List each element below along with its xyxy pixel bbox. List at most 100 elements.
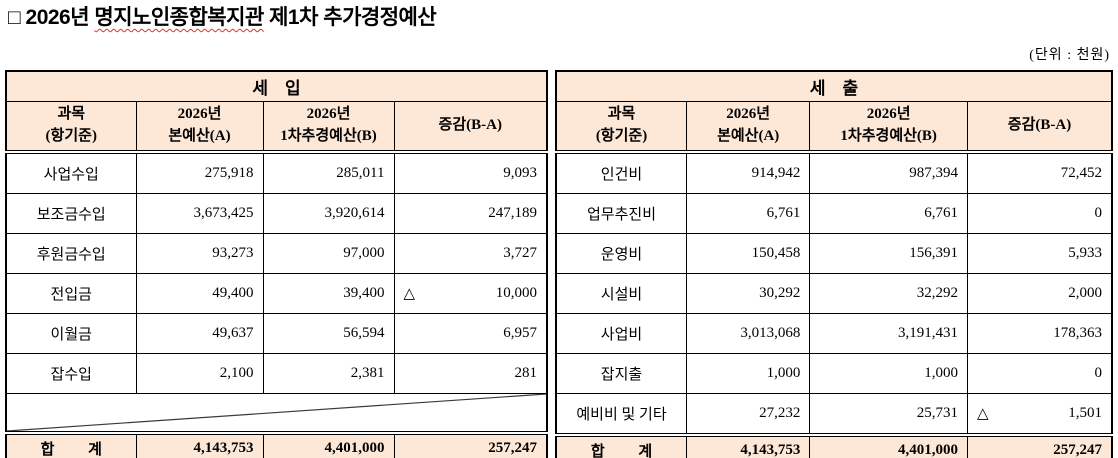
budget-b-cell: 285,011 [262, 151, 395, 194]
account-name-cell: 잡수입 [5, 353, 137, 394]
diff-value: 0 [1094, 365, 1103, 381]
total-diff: 257,247 [393, 431, 548, 458]
budget-a-cell: 49,637 [135, 313, 264, 354]
budget-a-cell: 1,000 [685, 353, 811, 394]
revenue-section-row: 세 입 [5, 70, 548, 102]
diff-value: 72,452 [1060, 165, 1103, 181]
table-row: 인건비 914,942 987,394 72,452 [555, 151, 1113, 194]
account-name-cell: 사업비 [555, 313, 687, 354]
budget-b-cell: 3,191,431 [809, 313, 968, 354]
title-suffix: 제1차 추가경정예산 [263, 6, 437, 29]
expenditure-total-row: 합 계 4,143,753 4,401,000 257,247 [555, 433, 1113, 458]
decrease-triangle: △ [976, 406, 989, 422]
budget-a-cell: 3,013,068 [685, 313, 811, 354]
account-name-cell: 잡지출 [555, 353, 687, 394]
budget-b-cell: 56,594 [262, 313, 395, 354]
expenditure-section-row: 세 출 [555, 70, 1113, 102]
col-header-line: 2026년 [866, 106, 911, 123]
diff-value: 6,957 [503, 325, 538, 341]
diff-cell: 247,189 [393, 193, 548, 234]
budget-a-cell: 3,673,425 [135, 193, 264, 234]
expenditure-table: 세 출 과목 (항기준) 2026년 본예산(A) 2026년 1차추경예산(B) 증… [555, 70, 1114, 458]
budget-a-cell: 914,942 [685, 151, 811, 194]
col-header-budget-b: 2026년 1차추경예산(B) [262, 101, 395, 154]
account-name-cell: 인건비 [555, 151, 687, 194]
diff-cell: 0 [966, 353, 1113, 394]
table-row: 사업수입 275,918 285,011 9,093 [5, 151, 548, 194]
account-name-cell: 보조금수입 [5, 193, 137, 234]
table-row: 전입금 49,400 39,400 △ 10,000 [5, 273, 548, 314]
expenditure-header-row: 과목 (항기준) 2026년 본예산(A) 2026년 1차추경예산(B) 증감(B-… [555, 101, 1113, 154]
budget-a-cell: 93,273 [135, 233, 264, 274]
diff-cell: △ 1,501 [966, 393, 1113, 436]
budget-tables: 세 입 과목 (항기준) 2026년 본예산(A) 2026년 1차추경예산(B) 증… [5, 70, 1114, 458]
col-header-line: 본예산(A) [168, 128, 231, 144]
budget-a-cell: 2,100 [135, 353, 264, 394]
account-name-cell: 예비비 및 기타 [555, 393, 687, 436]
table-row: 잡수입 2,100 2,381 281 [5, 353, 548, 394]
budget-b-cell: 25,731 [809, 393, 968, 436]
budget-a-cell: 49,400 [135, 273, 264, 314]
budget-b-cell: 39,400 [262, 273, 395, 314]
account-name-cell: 운영비 [555, 233, 687, 274]
unit-label: (단위 : 천원) [1029, 48, 1110, 63]
budget-b-cell: 156,391 [809, 233, 968, 274]
diff-cell: 9,093 [393, 151, 548, 194]
diff-value: 178,363 [1053, 325, 1103, 341]
col-header-line: 증감(B-A) [1007, 117, 1072, 134]
diff-cell: 6,957 [393, 313, 548, 354]
diff-value: 0 [1094, 205, 1103, 221]
col-header-line: (항기준) [45, 128, 97, 144]
col-header-line: 1차추경예산(B) [840, 128, 937, 144]
page-title: □ 2026년 명지노인종합복지관 제1차 추가경정예산 [8, 1, 437, 31]
total-diff: 257,247 [966, 433, 1113, 458]
table-row: 시설비 30,292 32,292 2,000 [555, 273, 1113, 314]
budget-a-cell: 30,292 [685, 273, 811, 314]
total-budget-a: 4,143,753 [135, 431, 264, 458]
budget-a-cell: 275,918 [135, 151, 264, 194]
diff-cell: △ 10,000 [393, 273, 548, 314]
account-name-cell: 전입금 [5, 273, 137, 314]
diff-value: 3,727 [503, 245, 538, 261]
expenditure-section-title: 세 출 [555, 70, 1113, 102]
col-header-line: 증감(B-A) [438, 117, 502, 134]
decrease-triangle: △ [403, 286, 416, 302]
col-header-diff: 증감(B-A) [966, 101, 1113, 154]
diagonal-line [7, 394, 546, 431]
table-row: 보조금수입 3,673,425 3,920,614 247,189 [5, 193, 548, 234]
diff-value: 5,933 [1068, 245, 1103, 261]
diff-cell: 5,933 [966, 233, 1113, 274]
diff-value: 2,000 [1068, 285, 1103, 301]
col-header-diff: 증감(B-A) [393, 101, 548, 154]
account-name-cell: 후원금수입 [5, 233, 137, 274]
diff-cell: 3,727 [393, 233, 548, 274]
total-label: 합 계 [555, 433, 687, 458]
diff-cell: 72,452 [966, 151, 1113, 194]
table-row: 운영비 150,458 156,391 5,933 [555, 233, 1113, 274]
col-header-line: 2026년 [306, 106, 351, 123]
diff-value: 10,000 [495, 285, 538, 301]
col-header-account: 과목 (항기준) [5, 101, 137, 154]
budget-b-cell: 32,292 [809, 273, 968, 314]
account-name-cell: 이월금 [5, 313, 137, 354]
budget-b-cell: 6,761 [809, 193, 968, 234]
diagonal-cell [5, 393, 548, 434]
total-label: 합 계 [5, 431, 137, 458]
budget-a-cell: 150,458 [685, 233, 811, 274]
title-prefix: □ 2026년 [8, 6, 95, 29]
col-header-budget-a: 2026년 본예산(A) [685, 101, 811, 154]
table-row: 예비비 및 기타 27,232 25,731 △ 1,501 [555, 393, 1113, 436]
col-header-line: 2026년 [177, 106, 222, 123]
budget-a-cell: 27,232 [685, 393, 811, 436]
budget-b-cell: 987,394 [809, 151, 968, 194]
diff-value: 281 [514, 365, 538, 381]
diff-value: 1,501 [1068, 405, 1103, 421]
table-row: 후원금수입 93,273 97,000 3,727 [5, 233, 548, 274]
title-spellchecked-word: 명지노인종합복지관 [94, 6, 264, 29]
revenue-section-title: 세 입 [5, 70, 548, 102]
col-header-line: 1차추경예산(B) [280, 128, 377, 144]
diff-cell: 0 [966, 193, 1113, 234]
budget-b-cell: 1,000 [809, 353, 968, 394]
col-header-account: 과목 (항기준) [555, 101, 687, 154]
